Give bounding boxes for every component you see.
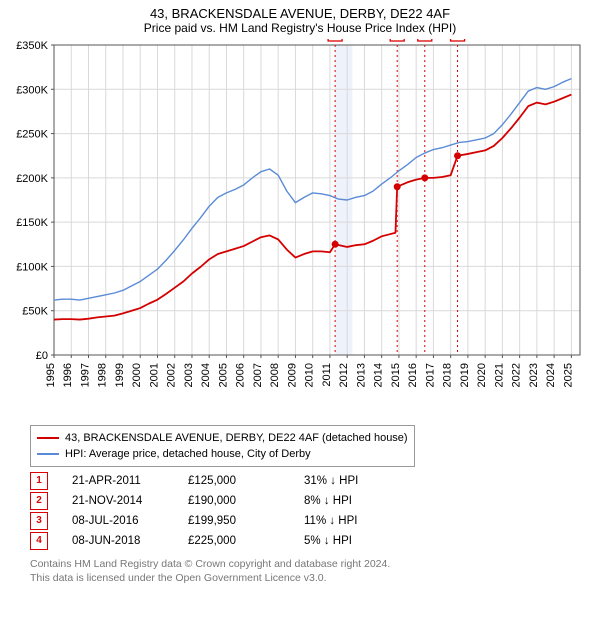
footer-line-2: This data is licensed under the Open Gov… (30, 571, 592, 585)
svg-text:2: 2 (394, 39, 400, 41)
svg-text:2007: 2007 (252, 363, 264, 387)
svg-text:2006: 2006 (235, 363, 247, 387)
svg-text:£250K: £250K (16, 129, 48, 141)
svg-text:1: 1 (332, 39, 338, 41)
sale-marker-icon: 2 (30, 492, 48, 510)
svg-text:1998: 1998 (97, 363, 109, 387)
svg-text:£200K: £200K (16, 173, 48, 185)
page-title: 43, BRACKENSDALE AVENUE, DERBY, DE22 4AF (8, 6, 592, 21)
legend-label: 43, BRACKENSDALE AVENUE, DERBY, DE22 4AF… (65, 430, 408, 446)
svg-text:4: 4 (455, 39, 461, 41)
svg-text:2014: 2014 (373, 363, 385, 387)
svg-text:2022: 2022 (511, 363, 523, 387)
svg-text:2018: 2018 (442, 363, 454, 387)
svg-text:2020: 2020 (476, 363, 488, 387)
svg-text:1997: 1997 (79, 363, 91, 387)
svg-text:2011: 2011 (321, 363, 333, 387)
sale-row: 2 21-NOV-2014 £190,000 8% ↓ HPI (30, 491, 592, 511)
svg-text:1996: 1996 (62, 363, 74, 387)
chart-legend: 43, BRACKENSDALE AVENUE, DERBY, DE22 4AF… (30, 425, 415, 467)
svg-text:2019: 2019 (459, 363, 471, 387)
svg-text:2012: 2012 (338, 363, 350, 387)
legend-swatch (37, 437, 59, 439)
svg-text:2008: 2008 (269, 363, 281, 387)
svg-text:2004: 2004 (200, 363, 212, 387)
sale-price: £190,000 (188, 491, 280, 511)
svg-text:2009: 2009 (286, 363, 298, 387)
svg-text:2015: 2015 (390, 363, 402, 387)
sale-marker-icon: 1 (30, 472, 48, 490)
svg-text:2002: 2002 (166, 363, 178, 387)
chart-canvas: £0 £50K £100K £150K £200K £250K £300K £350K 1995… (8, 39, 592, 409)
sale-row: 4 08-JUN-2018 £225,000 5% ↓ HPI (30, 531, 592, 551)
sales-table: 1 21-APR-2011 £125,000 31% ↓ HPI 2 21-NOV-201… (30, 471, 592, 551)
svg-text:2017: 2017 (424, 363, 436, 387)
page-subtitle: Price paid vs. HM Land Registry's House … (8, 21, 592, 35)
svg-text:2021: 2021 (493, 363, 505, 387)
sale-vs-hpi: 5% ↓ HPI (304, 531, 396, 551)
svg-text:2025: 2025 (562, 363, 574, 387)
svg-text:£300K: £300K (16, 84, 48, 96)
legend-swatch (37, 453, 59, 455)
svg-text:£350K: £350K (16, 40, 48, 52)
sale-price: £199,950 (188, 511, 280, 531)
sale-price: £225,000 (188, 531, 280, 551)
sale-vs-hpi: 31% ↓ HPI (304, 471, 396, 491)
sale-vs-hpi: 8% ↓ HPI (304, 491, 396, 511)
svg-text:2016: 2016 (407, 363, 419, 387)
footer-line-1: Contains HM Land Registry data © Crown c… (30, 557, 592, 571)
price-chart: £0 £50K £100K £150K £200K £250K £300K £350K 1995… (8, 39, 592, 419)
svg-text:£50K: £50K (22, 306, 48, 318)
sale-date: 08-JUL-2016 (72, 511, 164, 531)
sale-marker-icon: 4 (30, 532, 48, 550)
legend-item: 43, BRACKENSDALE AVENUE, DERBY, DE22 4AF… (37, 430, 408, 446)
sale-date: 21-APR-2011 (72, 471, 164, 491)
svg-text:2013: 2013 (355, 363, 367, 387)
sale-date: 21-NOV-2014 (72, 491, 164, 511)
svg-text:2001: 2001 (148, 363, 160, 387)
svg-text:£0: £0 (36, 350, 48, 362)
svg-text:2010: 2010 (304, 363, 316, 387)
svg-text:2024: 2024 (545, 363, 557, 387)
sale-row: 1 21-APR-2011 £125,000 31% ↓ HPI (30, 471, 592, 491)
svg-text:1999: 1999 (114, 363, 126, 387)
legend-label: HPI: Average price, detached house, City… (65, 446, 311, 462)
sale-row: 3 08-JUL-2016 £199,950 11% ↓ HPI (30, 511, 592, 531)
svg-text:3: 3 (422, 39, 428, 41)
sale-date: 08-JUN-2018 (72, 531, 164, 551)
sale-vs-hpi: 11% ↓ HPI (304, 511, 396, 531)
svg-text:£150K: £150K (16, 217, 48, 229)
footer-attribution: Contains HM Land Registry data © Crown c… (30, 557, 592, 585)
sale-marker-icon: 3 (30, 512, 48, 530)
sale-price: £125,000 (188, 471, 280, 491)
svg-text:2005: 2005 (217, 363, 229, 387)
svg-text:1995: 1995 (45, 363, 57, 387)
legend-item: HPI: Average price, detached house, City… (37, 446, 408, 462)
svg-text:2000: 2000 (131, 363, 143, 387)
svg-text:2023: 2023 (528, 363, 540, 387)
svg-text:£100K: £100K (16, 261, 48, 273)
svg-text:2003: 2003 (183, 363, 195, 387)
